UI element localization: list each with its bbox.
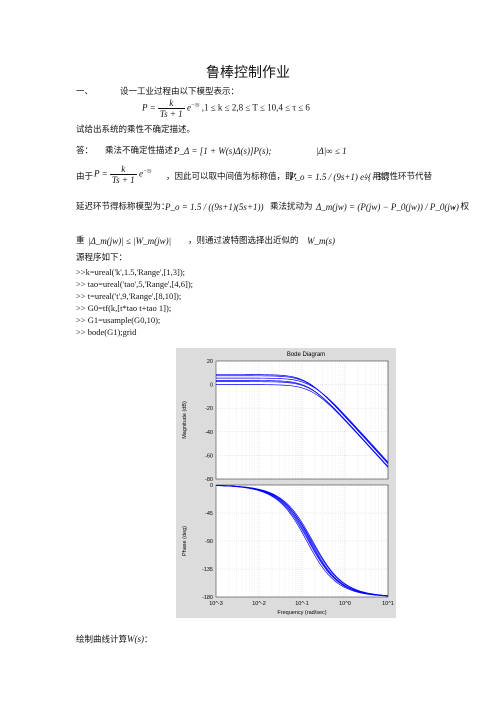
answer-text2b: ，因此可以取中间值为标称值，即： [166, 172, 303, 182]
chart-title: Bode Diagram [287, 352, 325, 358]
footer-line: 绘制曲线计算W(s)： [76, 634, 153, 645]
page-title: 鲁棒控制作业 [206, 65, 290, 81]
answer-text4b: ，则通过波特图选择出近似的 [188, 236, 299, 246]
answer-text1: 乘法不确定性描述： [105, 146, 182, 156]
phase-tick-label: -90 [205, 539, 213, 545]
code-line: >> tao=ureal('tao',5,'Range',[4,6]); [76, 279, 194, 289]
magnitude-tick-label: -20 [205, 406, 213, 412]
code-line: >>k=ureal('k',1.5,'Range',[1,3]); [76, 267, 186, 277]
frequency-tick-label: 10^-2 [252, 601, 266, 607]
magnitude-curve [216, 377, 389, 463]
frequency-tick-label: 10^1 [382, 601, 394, 607]
answer-text4a: 重 [76, 236, 85, 246]
magnitude-curve [216, 374, 389, 464]
answer-text3c: ，权 [452, 202, 470, 212]
magnitude-curve [216, 380, 389, 467]
frequency-tick-label: 10^0 [339, 601, 351, 607]
answer-text2c: ，用惯性环节代替 [364, 172, 433, 182]
section-number: 一、 [76, 87, 94, 97]
phase-tick-label: -45 [205, 511, 213, 517]
frequency-tick-label: 10^-1 [295, 601, 309, 607]
code-line: >> bode(G1);grid [76, 327, 137, 337]
phase-curve [215, 485, 389, 597]
answer-text2a: 由于 [76, 172, 94, 182]
magnitude-curve [216, 375, 389, 464]
bode-diagram: Bode Diagram 200-20-40-60-800-45-90-135-… [182, 352, 394, 616]
bode-figure: Bode Diagram 20 0 -20 -40 -60 -80 0 -45 -90 -135-… [176, 348, 396, 618]
phase-tick-label: 0 [210, 483, 213, 489]
section-intro: 设一工业过程由以下模型表示： [120, 87, 240, 97]
code-intro: 源程序如下： [76, 253, 128, 263]
magnitude-ylabel: Magnitude (dB) [182, 401, 188, 439]
magnitude-tick-label: 20 [207, 359, 213, 365]
code-block: >>k=ureal('k',1.5,'Range',[1,3]); >> tao… [76, 266, 193, 338]
code-line: >> t=ureal('t',9,'Range',[8,10]); [76, 291, 182, 301]
magnitude-tick-label: -40 [205, 430, 213, 436]
delta-bound: |Δ|∞ ≤ 1 [316, 146, 347, 156]
code-line: >> G0=tf(k,[t*tao t+tao 1]); [76, 303, 172, 313]
magnitude-tick-label: -60 [205, 453, 213, 459]
weight-function: W_m(s) [307, 236, 335, 246]
frequency-xlabel: Frequency (rad/sec) [277, 610, 326, 616]
answer-text3b: 乘法扰动为 [270, 202, 313, 212]
task-text: 试给出系统的乘性不确定描述。 [76, 125, 196, 135]
model-recap: P = k Ts + 1 e−τs [94, 164, 152, 185]
magnitude-curve [216, 384, 389, 468]
uncertainty-formula: P_Δ = [1 + W(s)Δ(s)]P(s); [174, 146, 272, 156]
answer-label: 答： [76, 146, 94, 156]
code-line: >> G1=usample(G0,10); [76, 315, 161, 325]
multiplicative-perturbation: Δ_m(jw) = (P(jw) − P_0(jw)) / P_0(jw) [316, 202, 459, 212]
frequency-tick-label: 10^-3 [209, 601, 223, 607]
nominal-model: P_o = 1.5 / (9s+1) e^{−5s} [290, 172, 390, 182]
phase-tick-label: -135 [202, 567, 213, 573]
phase-ylabel: Phase (deg) [182, 526, 188, 556]
answer-text3a: 延迟环节得标称模型为： [76, 202, 170, 212]
nominal-model-2: P_o = 1.5 / ((9s+1)(5s+1)) [165, 202, 264, 212]
model-formula: P = k Ts + 1 e−τs ,1 ≤ k ≤ 2,8 ≤ T ≤ 10,4… [142, 98, 310, 119]
magnitude-tick-label: 0 [210, 383, 213, 389]
weight-inequality: |Δ_m(jw)| ≤ |W_m(jw)| [88, 236, 172, 246]
magnitude-tick-label: -80 [205, 477, 213, 483]
phase-tick-label: -180 [202, 595, 213, 601]
